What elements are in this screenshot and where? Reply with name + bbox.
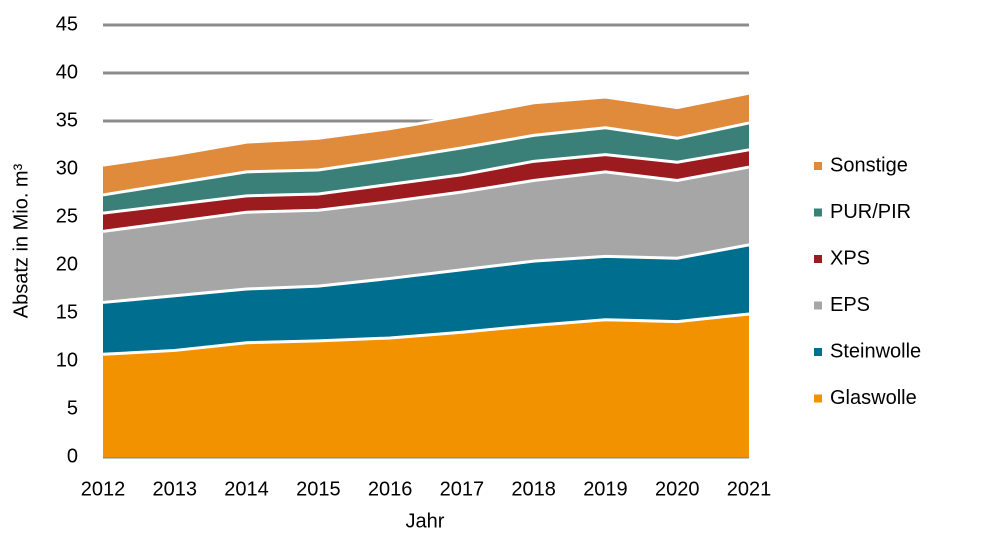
y-tick-label: 40	[56, 61, 78, 83]
legend-label: Glaswolle	[830, 387, 917, 409]
x-tick-label: 2018	[511, 478, 556, 500]
legend-label: Sonstige	[830, 154, 908, 176]
x-tick-label: 2016	[368, 478, 413, 500]
area	[103, 93, 749, 195]
legend-swatch	[814, 208, 822, 217]
legend-label: Steinwolle	[830, 340, 921, 362]
area	[103, 313, 749, 457]
y-tick-label: 30	[56, 157, 78, 179]
x-tick-label: 2013	[153, 478, 198, 500]
area	[103, 122, 749, 214]
y-tick-label: 10	[56, 349, 78, 371]
x-tick-label: 2019	[583, 478, 628, 500]
legend-swatch	[814, 348, 822, 356]
area	[103, 244, 749, 355]
y-tick-label: 35	[56, 109, 78, 131]
x-tick-label: 2020	[655, 478, 700, 500]
x-axis-label: Jahr	[406, 510, 445, 532]
area-edge	[102, 121, 750, 197]
area	[103, 167, 749, 303]
legend-label: PUR/PIR	[830, 201, 911, 223]
legend-swatch	[814, 394, 822, 403]
legend-swatch	[814, 255, 822, 263]
y-tick-label: 20	[56, 253, 78, 275]
y-tick-label: 5	[67, 397, 78, 419]
legend-swatch	[814, 301, 822, 310]
legend-swatch	[814, 162, 822, 170]
area-edge	[102, 165, 750, 233]
area-edge	[102, 243, 750, 304]
legend-label: EPS	[830, 294, 870, 316]
area-edge	[102, 148, 750, 215]
area-edge	[102, 312, 750, 356]
x-tick-label: 2017	[440, 478, 485, 500]
y-tick-label: 25	[56, 205, 78, 227]
y-tick-label: 15	[56, 301, 78, 323]
x-tick-label: 2021	[727, 478, 772, 500]
legend-label: XPS	[830, 247, 870, 269]
y-tick-label: 45	[56, 13, 78, 35]
x-tick-label: 2014	[224, 478, 269, 500]
area-edge	[102, 91, 750, 167]
y-tick-label: 0	[67, 445, 78, 467]
x-tick-label: 2015	[296, 478, 341, 500]
y-axis-label: Absatz in Mio. m³	[10, 163, 32, 318]
x-tick-label: 2012	[81, 478, 126, 500]
